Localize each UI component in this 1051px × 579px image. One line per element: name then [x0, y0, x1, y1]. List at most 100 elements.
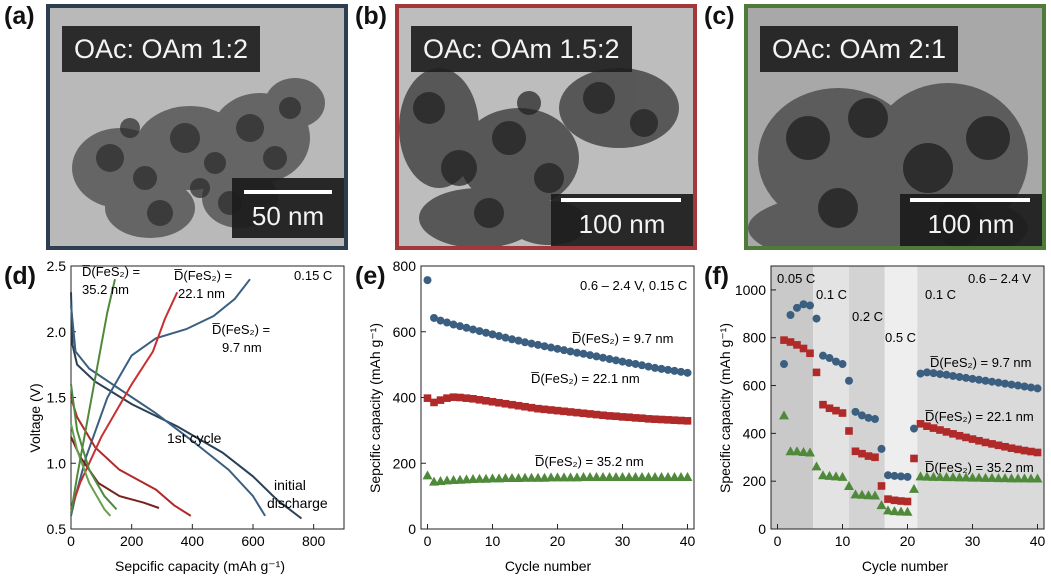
chart-e-point	[461, 474, 472, 484]
chart-e-point	[592, 410, 601, 419]
chart-e-point	[508, 400, 516, 409]
chart-f-point	[792, 446, 802, 456]
chart-e-point	[533, 472, 543, 482]
chart-f-xtick-label: 0	[774, 533, 782, 549]
chart-e-point	[599, 353, 607, 362]
chart-f-point	[923, 422, 931, 430]
chart-e-point	[527, 339, 536, 348]
chart-d-series-line	[70, 291, 179, 510]
chart-f-point	[915, 471, 926, 481]
chart-f-point	[910, 454, 918, 463]
chart-e-ytick-label: 200	[393, 455, 417, 471]
chart-e-point	[546, 472, 556, 482]
chart-f-rate-label-1: 0.05 C	[777, 271, 815, 286]
chart-f-point	[981, 438, 990, 447]
chart-e-ytick-label: 0	[408, 521, 416, 537]
chart-e-point	[573, 348, 581, 357]
chart-f-point	[811, 461, 822, 471]
chart-f-point	[897, 472, 905, 481]
chart-f-point	[1020, 382, 1029, 391]
chart-e-conditions: 0.6 – 2.4 V, 0.15 C	[580, 278, 687, 293]
chart-e-point	[559, 472, 569, 482]
chart-f-point	[967, 472, 978, 482]
chart-f-point	[863, 490, 874, 500]
chart-d-green-label-1: D̅(FeS₂) =	[82, 264, 140, 279]
chart-d-initial-label: initial	[274, 477, 306, 493]
chart-e-point	[475, 327, 484, 336]
chart-d-blue-label-2: 9.7 nm	[222, 340, 262, 355]
chart-e-point	[526, 472, 537, 482]
chart-e-point	[637, 472, 647, 482]
tem-label-c: OAc: OAm 2:1	[760, 26, 959, 72]
chart-e-point	[651, 363, 659, 372]
scale-bar-b: 100 nm	[551, 194, 693, 246]
chart-f-xtick-label: 20	[900, 533, 916, 549]
tem-label-a: OAc: OAm 1:2	[62, 26, 261, 72]
chart-f-point	[793, 303, 801, 312]
chart-e-xtick-label: 30	[615, 533, 631, 549]
chart-d-green-label-2: 35.2 nm	[82, 282, 129, 297]
chart-e-xtick-label: 40	[680, 533, 696, 549]
chart-f-point	[825, 404, 834, 413]
chart-e-point	[605, 412, 614, 420]
chart-e-point	[469, 325, 477, 334]
chart-f-point	[876, 500, 887, 510]
chart-d-annotation-rate: 0.15 C	[294, 268, 332, 283]
chart-e-point	[599, 411, 607, 420]
chart-d-series-line	[70, 384, 118, 510]
chart-e-point	[449, 393, 458, 401]
chart-e-point	[617, 472, 628, 482]
chart-e-point	[534, 404, 542, 413]
chart-f-point	[954, 472, 965, 482]
chart-f-point	[975, 436, 983, 445]
chart-f-legend-blue: D̅(FeS₂) = 9.7 nm	[930, 355, 1032, 370]
chart-e-point	[520, 472, 530, 482]
chart-e-point	[514, 401, 523, 410]
chart-f-point	[1013, 473, 1023, 483]
chart-f-point	[845, 427, 853, 435]
chart-d-red-label-1: D̅(FeS₂) =	[174, 268, 232, 283]
chart-e-point	[513, 473, 524, 483]
chart-f-point	[903, 472, 912, 481]
chart-f-point	[819, 351, 827, 360]
chart-e-point	[573, 408, 581, 417]
chart-e-point	[644, 362, 653, 371]
chart-e-point	[539, 472, 550, 482]
chart-f-point	[799, 300, 808, 309]
chart-f-point	[871, 415, 879, 424]
chart-e-point	[677, 367, 685, 376]
chart-f-point	[1007, 444, 1016, 452]
chart-f-ytick-label: 400	[743, 425, 767, 441]
chart-e-xlabel: Cycle number	[505, 558, 592, 574]
chart-f-point	[941, 472, 952, 482]
chart-f-point	[884, 471, 892, 480]
scale-bar-c: 100 nm	[900, 194, 1042, 246]
scale-bar-label-b: 100 nm	[578, 209, 666, 239]
chart-e-point	[475, 396, 484, 404]
chart-f-point	[877, 444, 886, 453]
chart-f-point	[857, 489, 867, 499]
chart-f-point	[858, 449, 866, 458]
chart-e-point	[553, 406, 562, 415]
chart-e-point	[618, 357, 627, 366]
chart-f-point	[1007, 380, 1016, 389]
chart-e-point	[456, 322, 464, 331]
chart-d-ylabel: Voltage (V)	[27, 383, 43, 452]
chart-e-point	[586, 351, 594, 360]
chart-e-point	[422, 470, 433, 480]
chart-f-point	[922, 471, 932, 481]
chart-f-point	[961, 472, 971, 482]
chart-e-point	[488, 330, 497, 339]
chart-f-point	[1020, 446, 1029, 455]
chart-e-point	[501, 333, 510, 342]
chart-f-point	[994, 441, 1003, 450]
chart-e-point	[663, 472, 673, 482]
chart-e-point	[547, 406, 555, 414]
chart-e-point	[430, 398, 438, 407]
chart-e-ytick-label: 600	[393, 324, 417, 340]
chart-f-point	[974, 472, 984, 482]
chart-d-ytick-label: 2.5	[47, 258, 67, 274]
chart-e-legend-red: D̅(FeS₂) = 22.1 nm	[531, 371, 640, 386]
chart-f-rate-label-5: 0.1 C	[925, 287, 956, 302]
